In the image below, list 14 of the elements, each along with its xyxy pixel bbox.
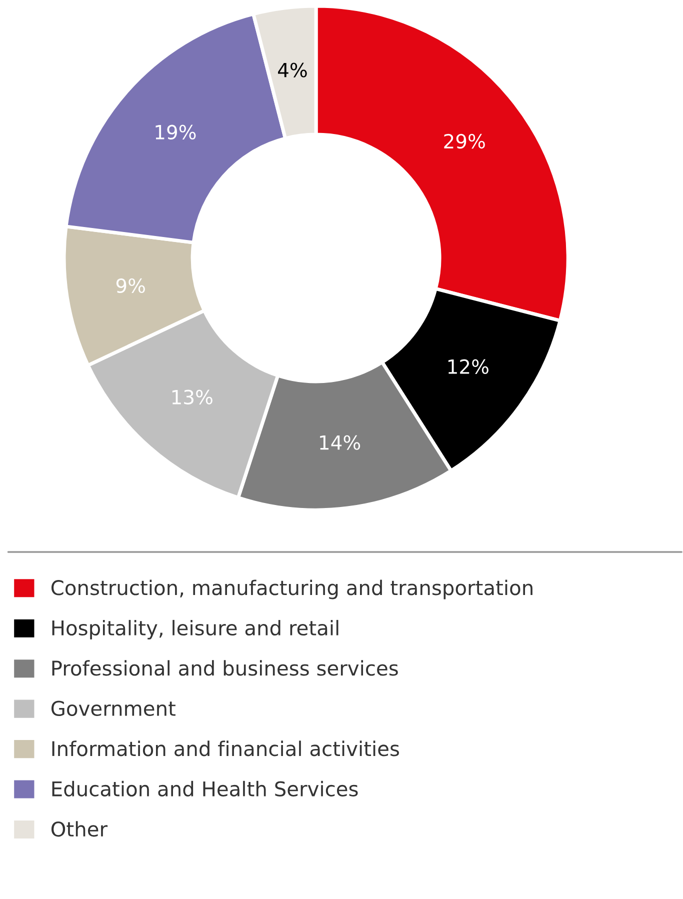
legend-label: Information and financial activities (52, 740, 399, 756)
data-label: 13% (172, 390, 212, 404)
legend-label: Construction, manufacturing and transportation (51, 580, 532, 600)
data-label: 12% (448, 359, 488, 374)
legend-label: Education and Health Services (52, 780, 358, 796)
legend-label: Professional and business services (52, 660, 398, 676)
legend-label: Hospitality, leisure and retail (52, 620, 338, 640)
legend-label: Government (51, 700, 176, 716)
data-label: 14% (320, 435, 360, 450)
data-label: 29% (444, 134, 485, 149)
data-label: 9% (116, 278, 145, 294)
legend-label: Other (51, 821, 108, 837)
data-label: 19% (156, 124, 196, 140)
data-label: 4% (278, 62, 307, 78)
